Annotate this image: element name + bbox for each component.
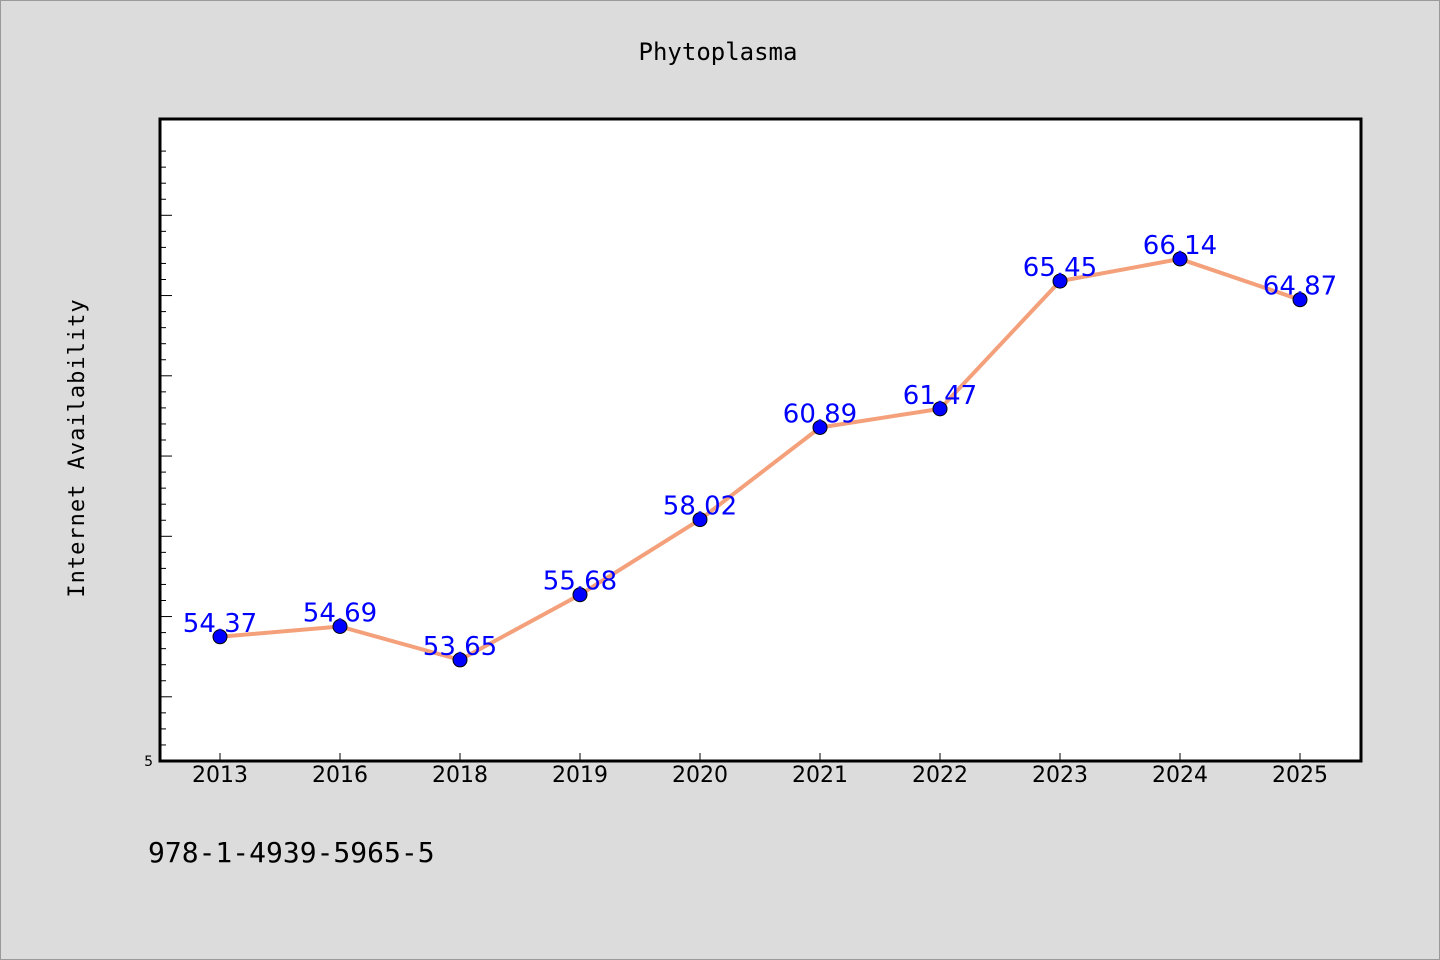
- x-tick-label: 2020: [672, 763, 728, 788]
- x-tick-label: 2019: [552, 763, 608, 788]
- x-tick-label: 2016: [312, 763, 368, 788]
- footer-isbn: 978-1-4939-5965-5: [148, 836, 435, 869]
- data-point: [332, 619, 348, 635]
- data-label: 58.02: [663, 492, 737, 522]
- y-axis-ticks: [160, 150, 172, 746]
- data-point: [572, 587, 588, 603]
- data-point: [692, 512, 708, 528]
- data-points: [212, 251, 1308, 668]
- data-point: [1172, 251, 1188, 267]
- x-tick-label: 2023: [1032, 763, 1088, 788]
- plot-area: [158, 117, 1363, 763]
- data-point: [812, 419, 828, 435]
- data-label: 64.87: [1263, 272, 1337, 302]
- data-label: 55.68: [543, 567, 617, 597]
- data-point: [212, 629, 228, 645]
- y-tick-label-min: 5: [144, 754, 153, 770]
- data-label: 60.89: [783, 399, 857, 429]
- x-tick-label: 2024: [1152, 763, 1208, 788]
- data-label: 54.37: [183, 609, 257, 639]
- data-point: [452, 652, 468, 668]
- data-point: [1052, 273, 1068, 289]
- series-line: [219, 256, 1301, 662]
- data-label: 66.14: [1143, 231, 1217, 261]
- data-label: 61.47: [903, 381, 977, 411]
- data-label: 54.69: [303, 599, 377, 629]
- x-tick-label: 2018: [432, 763, 488, 788]
- data-point: [932, 401, 948, 417]
- data-labels: 54.37 54.69 53.65 55.68 58.02 60.89 61.47 65.45…: [183, 231, 1337, 662]
- x-axis-ticks: 2013 2016 2018 2019 2020 2021 2022 2023 2024 2025: [192, 753, 1328, 788]
- y-axis-label: Internet Availability: [65, 298, 90, 597]
- chart-title: Phytoplasma: [639, 38, 798, 66]
- x-tick-label: 2022: [912, 763, 968, 788]
- data-point: [1292, 292, 1308, 308]
- x-tick-label: 2013: [192, 763, 248, 788]
- data-label: 65.45: [1023, 253, 1097, 283]
- data-label: 53.65: [423, 632, 497, 662]
- x-tick-label: 2021: [792, 763, 848, 788]
- x-tick-label: 2025: [1272, 763, 1328, 788]
